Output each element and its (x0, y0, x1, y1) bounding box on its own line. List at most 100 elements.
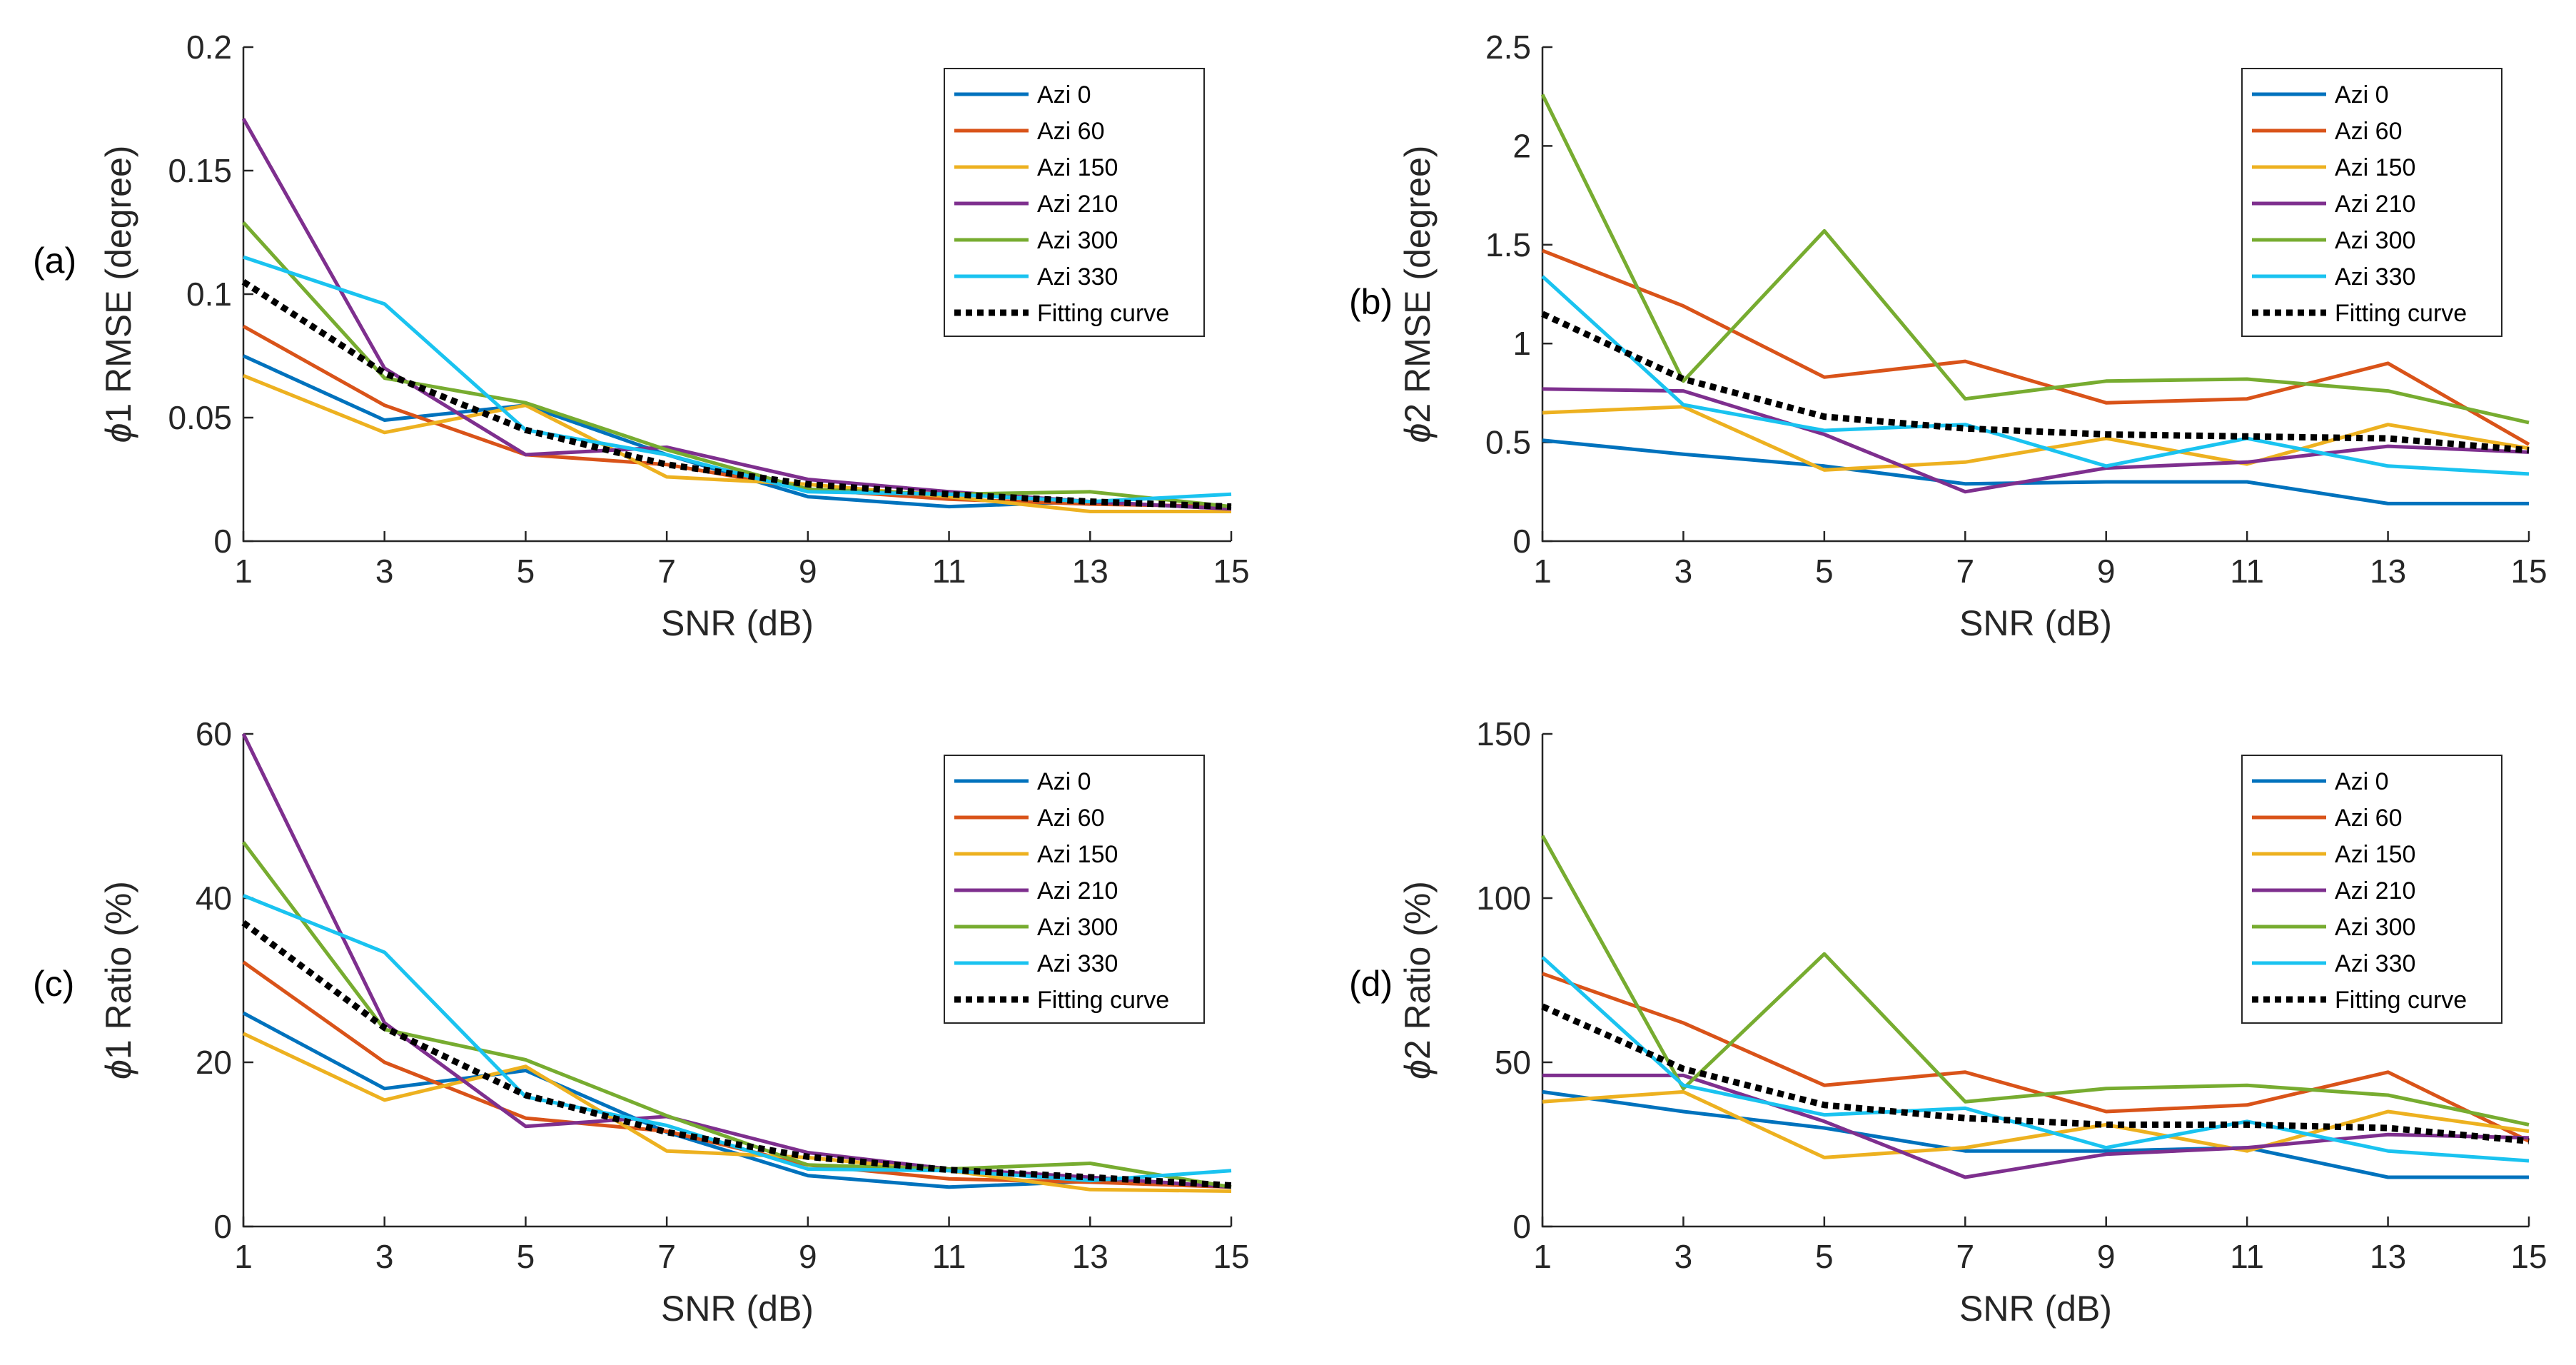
x-tick-label: 1 (234, 553, 253, 590)
legend-label: Azi 0 (1037, 768, 1091, 795)
y-tick-label: 1.5 (1485, 226, 1531, 263)
y-tick-label: 0.1 (186, 276, 232, 313)
series-line (242, 1032, 1232, 1193)
x-tick-label: 5 (1815, 1238, 1834, 1275)
legend-label: Azi 60 (1037, 118, 1105, 145)
series-line (1542, 1089, 2530, 1159)
x-axis-label: SNR (dB) (1959, 603, 2112, 643)
y-axis-label-text: 1 Ratio (%) (99, 881, 138, 1059)
legend-label: Azi 210 (1037, 877, 1118, 905)
x-tick-label: 5 (517, 553, 535, 590)
x-tick-label: 3 (1675, 553, 1693, 590)
legend-label: Azi 210 (1037, 191, 1118, 218)
legend-label: Azi 330 (2335, 263, 2415, 291)
x-tick-label: 15 (2510, 1238, 2547, 1275)
y-axis-label-text: 2 RMSE (degree) (1398, 146, 1438, 423)
x-tick-label: 7 (1956, 1238, 1974, 1275)
x-tick-label: 11 (2230, 1238, 2264, 1275)
legend-label: Azi 60 (2335, 118, 2403, 145)
legend: Azi 0 Azi 60 Azi 150 Azi 210 Azi 300 Azi 330 F… (944, 68, 1205, 337)
x-tick-label: 9 (799, 553, 817, 590)
y-tick-label: 0 (213, 523, 232, 560)
x-tick-label: 9 (2097, 553, 2116, 590)
x-tick-label: 11 (932, 553, 966, 590)
x-tick-label: 15 (1213, 553, 1249, 590)
y-axis-label: ϕ2 Ratio (%) (1398, 881, 1438, 1079)
x-tick-label: 3 (375, 1238, 394, 1275)
x-tick-label: 7 (657, 1238, 676, 1275)
legend: Azi 0 Azi 60 Azi 150 Azi 210 Azi 300 Azi 330 F… (2241, 68, 2502, 337)
series-line (243, 255, 1232, 504)
y-tick-label: 0 (1512, 523, 1531, 560)
y-axis-label-symbol: ϕ (1398, 1059, 1438, 1079)
y-tick-label: 150 (1476, 715, 1531, 752)
legend-label: Azi 150 (1037, 841, 1118, 868)
legend-label: Azi 150 (2335, 841, 2415, 868)
legend-label: Azi 150 (2335, 154, 2415, 181)
y-tick-label: 0.05 (168, 399, 232, 436)
y-tick-label: 0 (1512, 1208, 1531, 1245)
legend-label: Azi 210 (2335, 877, 2415, 905)
legend-label: Azi 150 (1037, 154, 1118, 181)
x-tick-label: 15 (2510, 553, 2547, 590)
series-line (241, 920, 1232, 1189)
legend-label: Azi 300 (1037, 227, 1118, 254)
legend-label: Azi 330 (2335, 950, 2415, 977)
legend-label: Azi 0 (2335, 768, 2389, 795)
panel-label: (b) (1349, 282, 1393, 322)
legend-label: Azi 210 (2335, 191, 2415, 218)
legend-label: Fitting curve (2335, 987, 2467, 1014)
series-line (1541, 955, 2530, 1163)
series-line (1542, 438, 2529, 505)
series-line (1540, 835, 2530, 1127)
legend-label: Azi 60 (2335, 805, 2403, 832)
x-tick-label: 9 (2097, 1238, 2116, 1275)
y-axis-label: ϕ1 Ratio (%) (99, 881, 138, 1079)
legend-label: Azi 330 (1037, 950, 1118, 977)
x-tick-label: 5 (517, 1238, 535, 1275)
y-tick-label: 50 (1495, 1044, 1531, 1081)
x-tick-label: 7 (657, 553, 676, 590)
legend-label: Fitting curve (2335, 300, 2467, 327)
legend-label: Azi 60 (1037, 805, 1105, 832)
legend-label: Azi 300 (1037, 914, 1118, 941)
y-axis-label-text: 2 Ratio (%) (1398, 881, 1438, 1059)
x-tick-label: 1 (234, 1238, 253, 1275)
x-tick-label: 13 (1072, 553, 1108, 590)
series-line (242, 841, 1232, 1189)
y-tick-label: 0 (213, 1208, 232, 1245)
x-tick-label: 11 (932, 1238, 966, 1275)
legend-label: Azi 0 (2335, 81, 2389, 109)
series-line (243, 373, 1231, 513)
y-axis-label-text: 1 RMSE (degree) (99, 146, 138, 423)
legend: Azi 0 Azi 60 Azi 150 Azi 210 Azi 300 Azi 330 F… (944, 755, 1205, 1024)
y-tick-label: 2.5 (1485, 29, 1531, 66)
y-tick-label: 40 (196, 880, 232, 917)
series-line (1541, 275, 2530, 476)
panel-label: (c) (33, 964, 74, 1004)
series-line (1542, 405, 2530, 472)
series-line (242, 221, 1232, 509)
y-axis-label-symbol: ϕ (1398, 423, 1438, 443)
legend-label: Fitting curve (1037, 300, 1169, 327)
y-tick-label: 1 (1512, 325, 1531, 362)
y-tick-label: 0.15 (168, 152, 232, 189)
x-tick-label: 3 (375, 553, 394, 590)
x-tick-label: 3 (1675, 1238, 1693, 1275)
series-line (1542, 1089, 2529, 1179)
x-tick-label: 13 (2370, 553, 2406, 590)
y-tick-label: 60 (196, 715, 232, 752)
legend-label: Fitting curve (1037, 987, 1169, 1014)
x-tick-label: 1 (1533, 553, 1552, 590)
series-line (1540, 94, 2530, 425)
legend-label: Azi 0 (1037, 81, 1091, 109)
y-tick-label: 0.5 (1485, 424, 1531, 461)
legend: Azi 0 Azi 60 Azi 150 Azi 210 Azi 300 Azi 330 F… (2241, 755, 2502, 1024)
series-line (1542, 248, 2530, 446)
series-line (1542, 387, 2530, 494)
legend-label: Azi 300 (2335, 227, 2415, 254)
x-tick-label: 13 (2370, 1238, 2406, 1275)
